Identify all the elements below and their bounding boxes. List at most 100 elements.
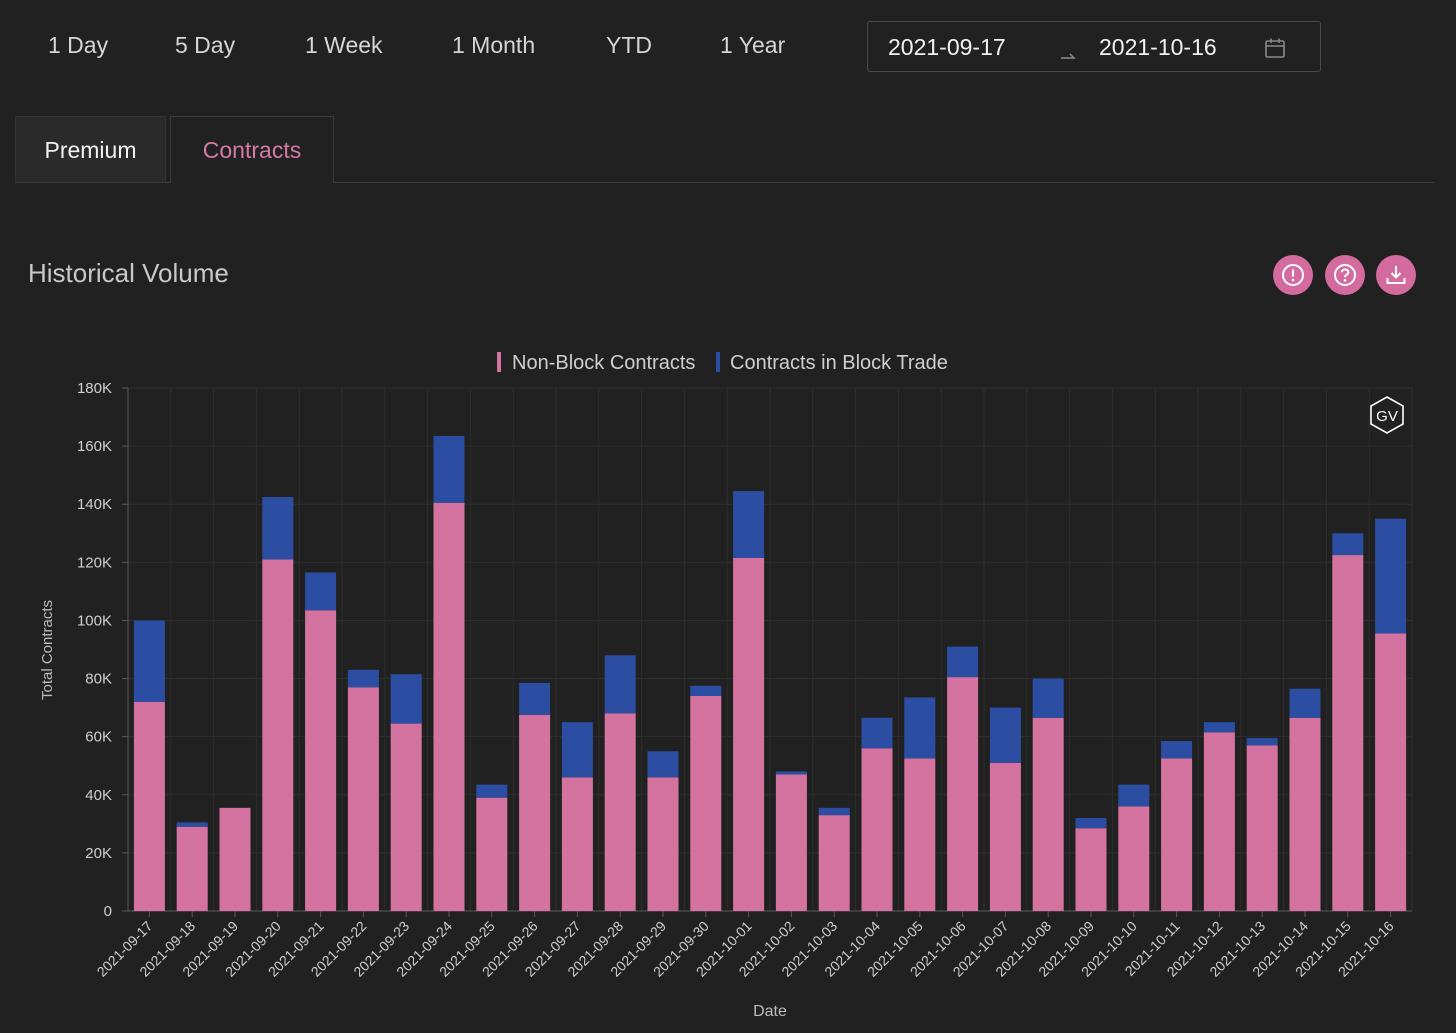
watermark-hexagon-icon [1370,396,1404,434]
bar-block[interactable] [433,435,465,503]
bar-non-block[interactable] [133,701,165,911]
bar-block[interactable] [390,674,422,724]
x-axis-title: Date [753,1003,787,1020]
bar-non-block[interactable] [1375,633,1407,911]
legend-label-block[interactable]: Contracts in Block Trade [730,352,948,374]
bar-block[interactable] [1246,738,1278,746]
bar-non-block[interactable] [1075,828,1107,911]
start-date-input[interactable] [888,34,1038,61]
bar-block[interactable] [1375,518,1407,634]
bar-non-block[interactable] [433,502,465,911]
bar-non-block[interactable] [1161,758,1193,911]
watermark-logo: GV [1370,396,1404,434]
bar-non-block[interactable] [989,762,1021,911]
bar-block[interactable] [305,572,337,611]
bar-non-block[interactable] [1246,745,1278,911]
bar-block[interactable] [818,807,850,816]
bar-block[interactable] [1118,784,1150,807]
bar-block[interactable] [604,655,636,714]
legend-swatch-block [716,352,720,372]
bar-block[interactable] [904,697,936,759]
y-tick-label: 120K [77,554,112,571]
end-date-input[interactable] [1099,34,1249,61]
bar-block[interactable] [1332,533,1364,556]
legend-swatch-non-block [497,352,501,372]
bar-non-block[interactable] [775,774,807,911]
download-button[interactable] [1376,255,1416,295]
calendar-icon[interactable] [1264,37,1286,59]
bar-block[interactable] [1161,741,1193,759]
bar-block[interactable] [690,685,722,696]
y-tick-label: 140K [77,496,112,513]
bar-block[interactable] [133,620,165,702]
bar-non-block[interactable] [861,748,893,911]
tab-contracts[interactable]: Contracts [170,116,334,183]
range-button-1-year[interactable]: 1 Year [720,32,786,58]
bar-block[interactable] [176,822,208,827]
bar-non-block[interactable] [904,758,936,911]
chart-legend: Non-Block Contracts Contracts in Block T… [497,352,948,374]
range-button-1-day[interactable]: 1 Day [48,32,109,58]
date-range-picker[interactable] [867,21,1321,72]
y-tick-label: 0 [104,903,112,920]
bar-non-block[interactable] [647,777,679,911]
bar-block[interactable] [1289,688,1321,718]
bar-block[interactable] [775,771,807,775]
bar-block[interactable] [1075,818,1107,829]
bar-non-block[interactable] [733,557,765,911]
range-button-ytd[interactable]: YTD [606,32,652,58]
y-tick-label: 180K [77,380,112,397]
bar-block[interactable] [947,646,979,678]
bar-non-block[interactable] [347,687,379,911]
watermark-text: GV [1376,408,1398,425]
bar-block[interactable] [519,682,551,715]
bar-series [133,435,1407,911]
bar-non-block[interactable] [1332,555,1364,911]
bar-block[interactable] [1203,722,1235,733]
bar-block[interactable] [476,784,508,798]
bar-non-block[interactable] [561,777,593,911]
tab-premium[interactable]: Premium [15,116,166,182]
bar-block[interactable] [262,496,294,560]
bar-non-block[interactable] [305,610,337,911]
alert-button[interactable] [1273,255,1313,295]
bar-non-block[interactable] [176,826,208,911]
bar-block[interactable] [1032,678,1064,718]
bar-block[interactable] [647,751,679,778]
bar-non-block[interactable] [390,723,422,911]
bar-non-block[interactable] [1289,717,1321,911]
y-tick-label: 20K [85,845,112,862]
help-icon [1334,264,1356,286]
bar-block[interactable] [733,491,765,558]
date-range-arrow-icon [1061,53,1076,59]
historical-volume-chart: 0 20K 40K 60K 80K 100K 120K 140K 160K 180K 2021-0… [39,352,1413,1020]
bar-block[interactable] [861,717,893,749]
bar-block[interactable] [347,669,379,688]
y-tick-label: 40K [85,787,112,804]
range-button-1-month[interactable]: 1 Month [452,32,536,58]
bar-block[interactable] [989,707,1021,763]
help-button[interactable] [1325,255,1365,295]
range-button-1-week[interactable]: 1 Week [305,32,383,58]
y-tick-label: 80K [85,671,112,688]
bar-non-block[interactable] [519,714,551,911]
bar-non-block[interactable] [947,677,979,911]
chart-grid [127,387,1413,912]
legend-label-non-block[interactable]: Non-Block Contracts [512,352,695,374]
bar-non-block[interactable] [262,559,294,911]
tab-divider [15,182,1435,183]
bar-non-block[interactable] [1032,717,1064,911]
bar-non-block[interactable] [604,713,636,911]
bar-block[interactable] [561,722,593,778]
y-axis-title: Total Contracts [39,600,56,700]
bar-non-block[interactable] [219,807,251,911]
bar-non-block[interactable] [1118,806,1150,911]
bar-non-block[interactable] [818,815,850,911]
bar-non-block[interactable] [690,695,722,911]
y-tick-label: 60K [85,729,112,746]
bar-non-block[interactable] [476,797,508,911]
x-tick-labels: 2021-09-172021-09-182021-09-192021-09-20… [94,911,1397,980]
section-title: Historical Volume [28,258,229,288]
bar-non-block[interactable] [1203,732,1235,911]
range-button-5-day[interactable]: 5 Day [175,32,236,58]
